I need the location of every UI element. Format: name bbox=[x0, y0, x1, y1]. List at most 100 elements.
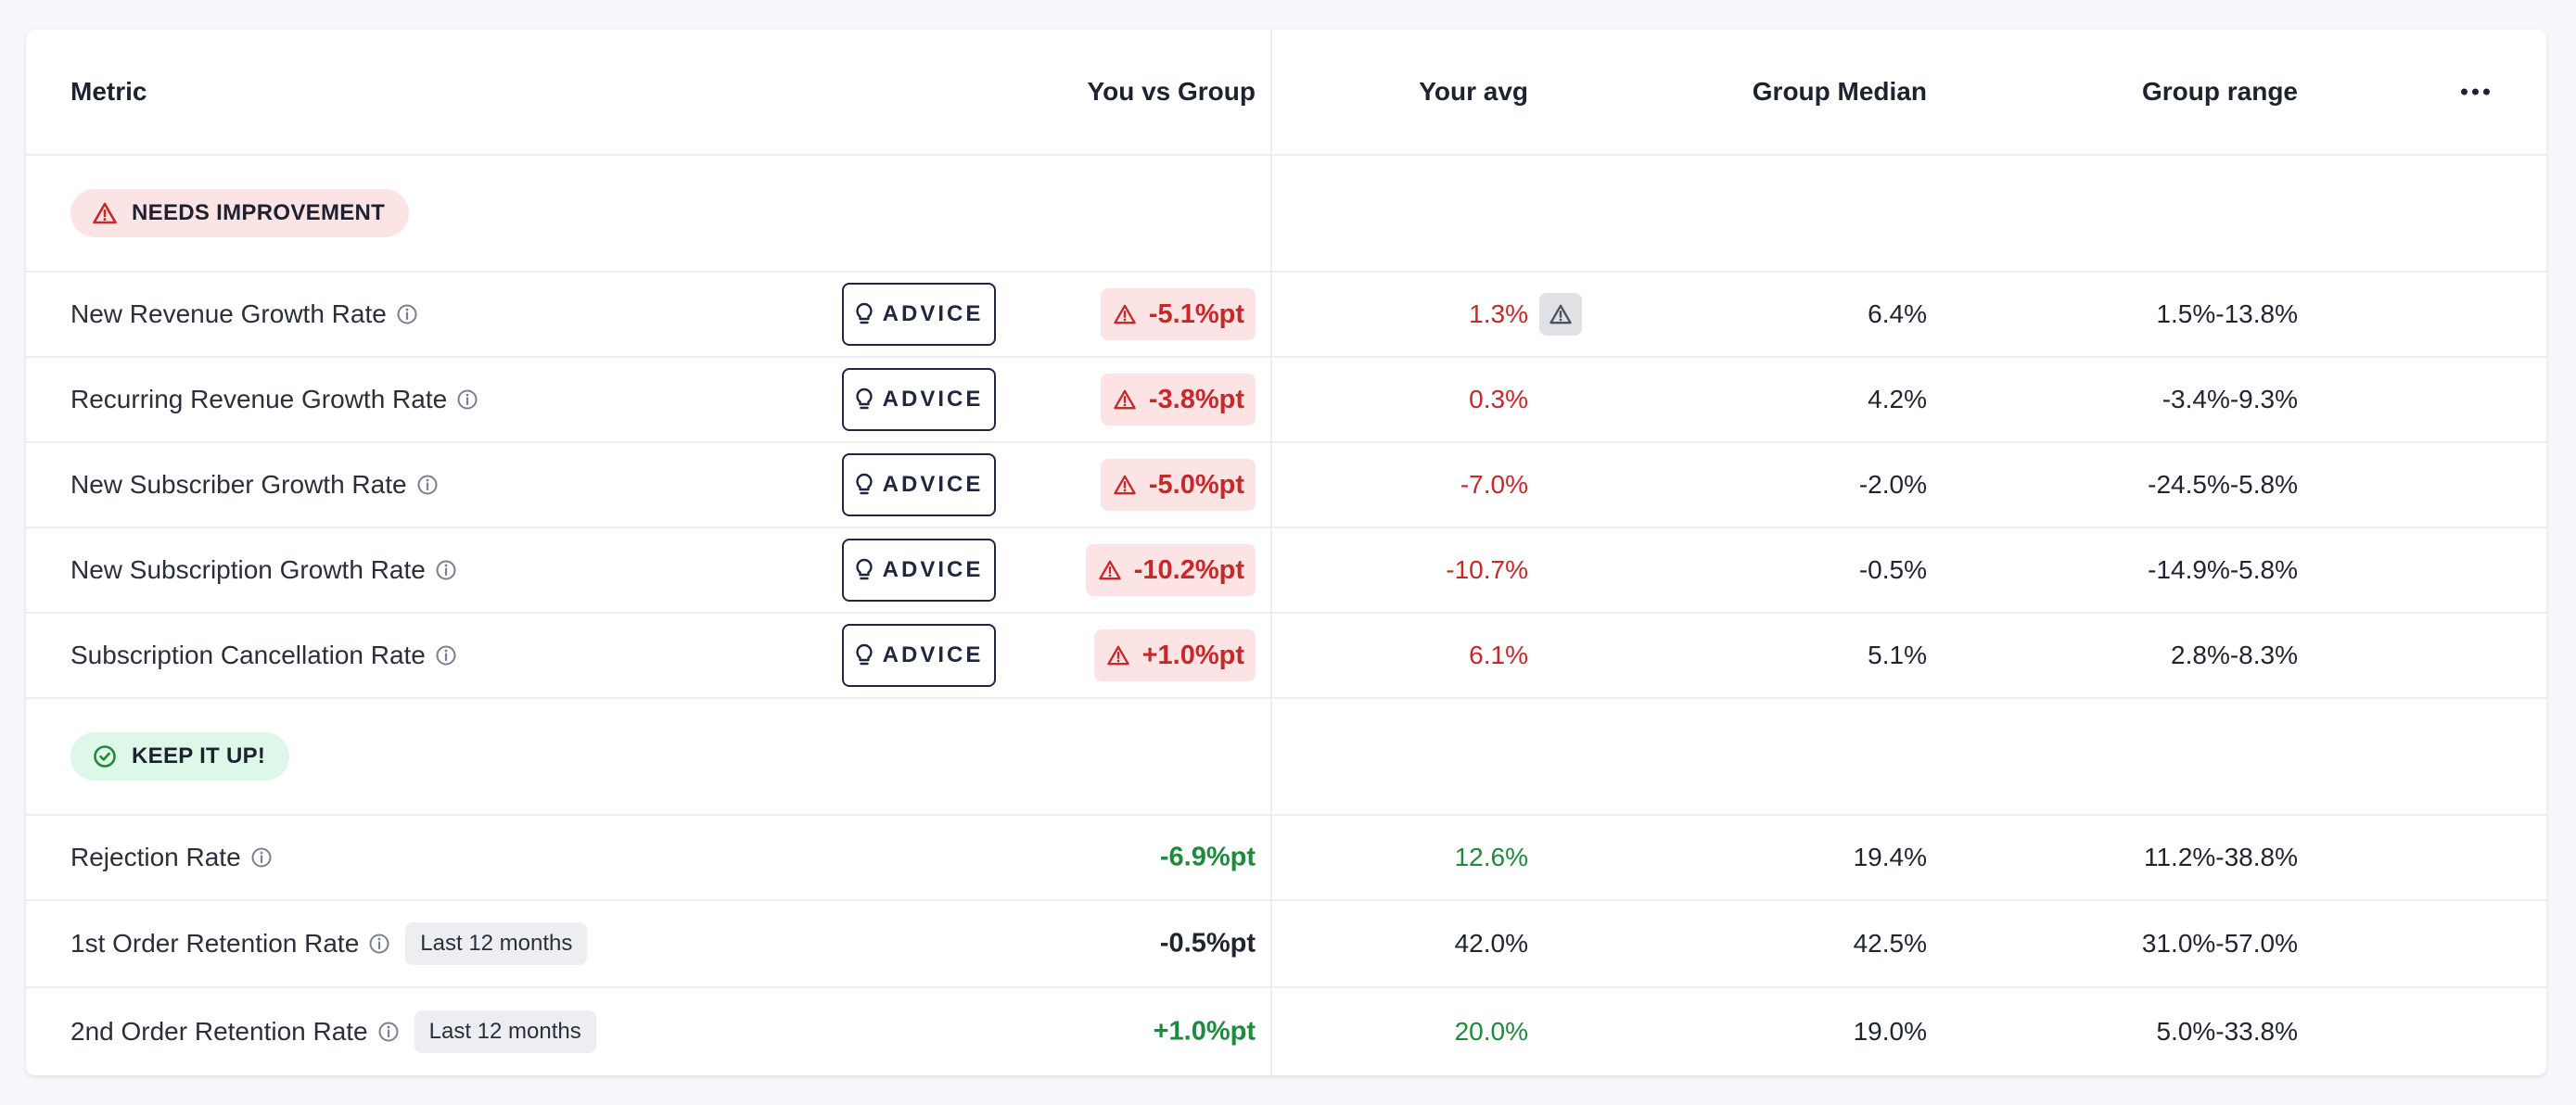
advice-button[interactable]: ADVICE bbox=[842, 539, 996, 602]
delta-badge: +1.0%pt bbox=[1093, 629, 1256, 681]
delta-badge: -10.2%pt bbox=[1085, 544, 1256, 596]
advice-label: ADVICE bbox=[882, 642, 984, 667]
header-group-range[interactable]: Group range bbox=[2141, 77, 2298, 106]
lightbulb-icon bbox=[855, 473, 873, 495]
group-median-value: -2.0% bbox=[1858, 470, 1927, 499]
check-circle-icon bbox=[94, 745, 116, 768]
delta-value: -5.1%pt bbox=[1148, 298, 1244, 329]
info-icon[interactable] bbox=[396, 303, 418, 325]
your-avg-value: -7.0% bbox=[1460, 470, 1528, 499]
section-label: KEEP IT UP! bbox=[132, 743, 266, 768]
your-avg-value: 6.1% bbox=[1469, 641, 1528, 669]
info-icon[interactable] bbox=[435, 644, 457, 667]
your-avg-value: 1.3% bbox=[1469, 299, 1528, 328]
group-median-value: 19.0% bbox=[1853, 1017, 1927, 1046]
needs-improvement-badge: NEEDS IMPROVEMENT bbox=[70, 189, 410, 237]
metric-name: New Subscriber Growth Rate bbox=[70, 470, 407, 499]
table-row: 1st Order Retention Rate Last 12 months … bbox=[26, 901, 2546, 988]
delta-value: -0.5%pt bbox=[1159, 928, 1256, 959]
your-avg-value: 12.6% bbox=[1454, 843, 1528, 871]
period-badge: Last 12 months bbox=[405, 922, 588, 965]
warning-chip[interactable] bbox=[1539, 293, 1582, 336]
section-keep-it-up: KEEP IT UP! bbox=[26, 699, 2546, 816]
delta-value: -6.9%pt bbox=[1159, 842, 1256, 872]
table-row: Rejection Rate -6.9%pt 12.6% 19.4% 11.2%… bbox=[26, 816, 2546, 901]
info-icon[interactable] bbox=[456, 388, 478, 411]
metric-name: Recurring Revenue Growth Rate bbox=[70, 385, 448, 413]
lightbulb-icon bbox=[855, 302, 873, 324]
warning-triangle-icon bbox=[1106, 645, 1129, 666]
metric-name: Rejection Rate bbox=[70, 843, 241, 871]
group-range-value: 1.5%-13.8% bbox=[2156, 299, 2298, 328]
metric-name: Subscription Cancellation Rate bbox=[70, 641, 426, 669]
advice-button[interactable]: ADVICE bbox=[842, 453, 996, 516]
table-row: Recurring Revenue Growth Rate ADVICE -3.… bbox=[26, 358, 2546, 443]
period-badge: Last 12 months bbox=[414, 1010, 596, 1053]
delta-value: +1.0%pt bbox=[1141, 640, 1244, 670]
advice-label: ADVICE bbox=[882, 301, 984, 326]
group-median-value: 5.1% bbox=[1868, 641, 1927, 669]
section-label: NEEDS IMPROVEMENT bbox=[132, 200, 386, 225]
group-range-value: 5.0%-33.8% bbox=[2156, 1017, 2298, 1046]
group-range-value: -14.9%-5.8% bbox=[2148, 555, 2298, 584]
delta-badge: -5.1%pt bbox=[1100, 288, 1256, 340]
metric-name: 2nd Order Retention Rate bbox=[70, 1017, 368, 1046]
advice-button[interactable]: ADVICE bbox=[842, 283, 996, 346]
delta-value: +1.0%pt bbox=[1153, 1016, 1256, 1047]
lightbulb-icon bbox=[855, 558, 873, 580]
table-row: New Revenue Growth Rate ADVICE -5.1%pt 1… bbox=[26, 273, 2546, 358]
group-range-value: 31.0%-57.0% bbox=[2141, 929, 2298, 958]
your-avg-value: -10.7% bbox=[1446, 555, 1528, 584]
warning-triangle-icon bbox=[1549, 304, 1572, 324]
header-your-avg[interactable]: Your avg bbox=[1419, 77, 1528, 106]
info-icon[interactable] bbox=[377, 1021, 400, 1043]
group-range-value: 2.8%-8.3% bbox=[2171, 641, 2298, 669]
header-metric[interactable]: Metric bbox=[70, 77, 147, 106]
metrics-comparison-card: Metric You vs Group Your avg Group Media… bbox=[26, 30, 2546, 1075]
group-median-value: 6.4% bbox=[1868, 299, 1927, 328]
metric-name: New Subscription Growth Rate bbox=[70, 555, 426, 584]
group-range-value: -24.5%-5.8% bbox=[2148, 470, 2298, 499]
table-row: 2nd Order Retention Rate Last 12 months … bbox=[26, 988, 2546, 1075]
advice-label: ADVICE bbox=[882, 472, 984, 497]
warning-triangle-icon bbox=[1114, 475, 1136, 495]
keep-it-up-badge: KEEP IT UP! bbox=[70, 732, 290, 781]
your-avg-value: 42.0% bbox=[1454, 929, 1528, 958]
table-row: Subscription Cancellation Rate ADVICE +1… bbox=[26, 614, 2546, 699]
advice-button[interactable]: ADVICE bbox=[842, 624, 996, 687]
delta-value: -5.0%pt bbox=[1148, 469, 1244, 500]
group-range-value: 11.2%-38.8% bbox=[2143, 843, 2298, 871]
advice-label: ADVICE bbox=[882, 387, 984, 412]
info-icon[interactable] bbox=[416, 474, 439, 496]
delta-badge: -3.8%pt bbox=[1100, 374, 1256, 425]
delta-value: -10.2%pt bbox=[1133, 554, 1244, 585]
group-median-value: 4.2% bbox=[1868, 385, 1927, 413]
column-divider bbox=[1270, 30, 1272, 1075]
lightbulb-icon bbox=[855, 387, 873, 410]
info-icon[interactable] bbox=[435, 559, 457, 581]
lightbulb-icon bbox=[855, 643, 873, 666]
table-header: Metric You vs Group Your avg Group Media… bbox=[26, 30, 2546, 156]
more-options-icon[interactable] bbox=[2461, 88, 2490, 95]
group-median-value: -0.5% bbox=[1858, 555, 1927, 584]
your-avg-value: 20.0% bbox=[1454, 1017, 1528, 1046]
warning-triangle-icon bbox=[1114, 389, 1136, 410]
header-group-median[interactable]: Group Median bbox=[1752, 77, 1927, 106]
group-median-value: 42.5% bbox=[1853, 929, 1927, 958]
metric-name: 1st Order Retention Rate bbox=[70, 929, 360, 958]
table-row: New Subscriber Growth Rate ADVICE -5.0%p… bbox=[26, 443, 2546, 528]
delta-value: -3.8%pt bbox=[1148, 384, 1244, 414]
header-you-vs-group[interactable]: You vs Group bbox=[1087, 77, 1256, 106]
metric-name: New Revenue Growth Rate bbox=[70, 299, 387, 328]
advice-label: ADVICE bbox=[882, 557, 984, 582]
group-range-value: -3.4%-9.3% bbox=[2162, 385, 2298, 413]
warning-triangle-icon bbox=[93, 202, 117, 224]
delta-badge: -5.0%pt bbox=[1100, 459, 1256, 511]
warning-triangle-icon bbox=[1114, 304, 1136, 324]
info-icon[interactable] bbox=[250, 846, 273, 869]
info-icon[interactable] bbox=[368, 933, 390, 955]
your-avg-value: 0.3% bbox=[1469, 385, 1528, 413]
advice-button[interactable]: ADVICE bbox=[842, 368, 996, 431]
warning-triangle-icon bbox=[1099, 560, 1121, 580]
section-needs-improvement: NEEDS IMPROVEMENT bbox=[26, 156, 2546, 273]
